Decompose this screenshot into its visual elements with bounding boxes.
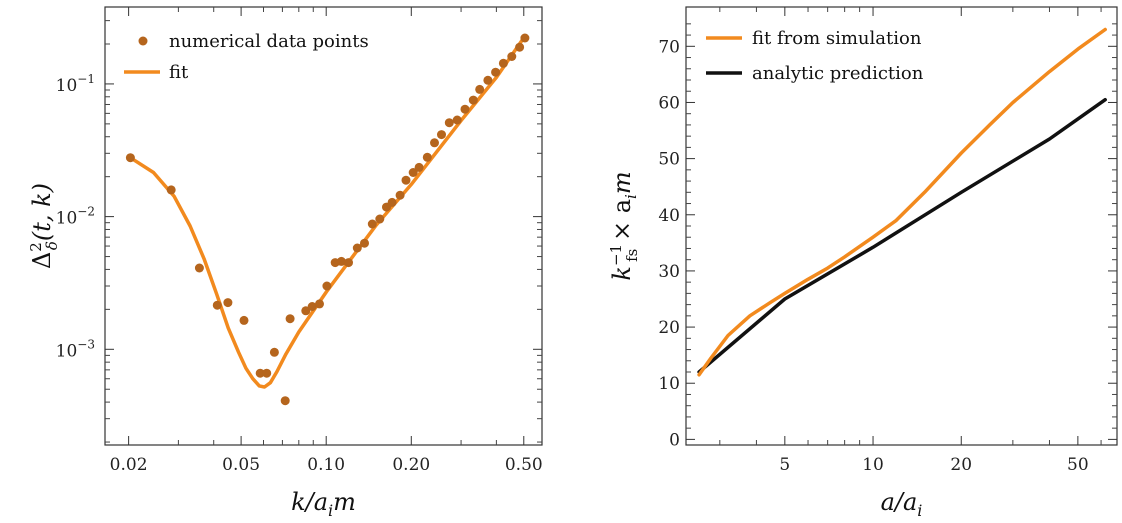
data-point xyxy=(315,299,324,309)
x-tick-label: 10 xyxy=(862,455,884,475)
data-point xyxy=(460,104,470,114)
data-point xyxy=(255,368,265,378)
data-point xyxy=(401,175,411,185)
series-line xyxy=(697,27,1107,377)
left-y-axis-label: Δ2δ(t, k) xyxy=(27,183,61,269)
right-x-axis-label: a/ai xyxy=(881,488,923,520)
y-tick-label: 30 xyxy=(658,262,680,282)
right-legend: fit from simulation analytic prediction xyxy=(706,28,924,84)
y-tick-label: 60 xyxy=(658,93,680,113)
x-tick-label: 0.20 xyxy=(392,455,430,475)
data-point xyxy=(367,219,377,229)
right-series-lines xyxy=(697,27,1107,377)
y-tick-label: 10 xyxy=(658,374,680,394)
data-point xyxy=(491,67,501,77)
y-axis-title: k−1fs × aim xyxy=(607,171,641,280)
data-point xyxy=(336,256,346,266)
data-point xyxy=(498,58,508,68)
data-point xyxy=(520,33,530,43)
data-point xyxy=(444,118,454,128)
left-x-axis-label: k/aim xyxy=(291,488,356,520)
x-tick-label: 5 xyxy=(779,455,790,475)
left-fit-series xyxy=(128,35,526,389)
data-point xyxy=(395,190,405,200)
y-tick-label: 40 xyxy=(658,206,680,226)
data-point xyxy=(307,302,317,311)
data-point xyxy=(515,42,525,52)
series-line xyxy=(697,97,1107,374)
y-tick-label: 10−2 xyxy=(56,205,95,229)
data-point xyxy=(507,52,517,61)
legend-label-fit-from-simulation: fit from simulation xyxy=(752,28,922,49)
y-tick-label: 20 xyxy=(658,318,680,338)
data-point xyxy=(301,306,311,316)
y-tick-label: 0 xyxy=(669,430,680,450)
data-point xyxy=(223,298,233,308)
data-point xyxy=(475,84,485,94)
data-point xyxy=(468,95,478,105)
left-legend: numerical data points fit xyxy=(124,31,369,83)
legend-label-analytic-prediction: analytic prediction xyxy=(752,63,924,84)
data-point xyxy=(437,130,446,140)
y-tick-label: 70 xyxy=(658,37,680,57)
x-tick-label: 20 xyxy=(950,455,972,475)
legend-label-fit: fit xyxy=(169,62,189,83)
data-point xyxy=(408,168,418,177)
y-tick-label: 10−1 xyxy=(56,72,95,96)
data-point xyxy=(269,347,279,357)
data-point xyxy=(414,162,424,172)
data-point xyxy=(344,258,353,268)
left-data-points xyxy=(125,33,530,406)
data-point xyxy=(430,138,439,148)
legend-label-data-points: numerical data points xyxy=(169,31,369,52)
x-tick-label: 50 xyxy=(1067,455,1089,475)
y-tick-label: 50 xyxy=(658,150,680,170)
data-point xyxy=(375,214,385,224)
data-point xyxy=(166,185,176,195)
data-point xyxy=(452,115,462,125)
data-point xyxy=(212,300,222,310)
data-point xyxy=(352,243,362,253)
right-y-axis-label: k−1fs × aim xyxy=(607,171,641,280)
data-point xyxy=(422,152,432,162)
x-axis-title: k/aim xyxy=(291,488,356,520)
x-tick-label: 0.50 xyxy=(505,455,543,475)
x-tick-label: 0.05 xyxy=(222,455,260,475)
left-chart-panel: 0.02 0.05 0.10 0.20 0.50 10−3 10−2 10−1 numeric… xyxy=(27,6,543,520)
fit-curve xyxy=(128,35,526,389)
left-axis-ticks: 0.02 0.05 0.10 0.20 0.50 10−3 10−2 10−1 xyxy=(56,7,543,475)
data-point xyxy=(125,153,135,163)
data-point xyxy=(239,315,249,325)
right-chart-panel: 5 10 20 50 0 10 20 30 40 50 60 70 fit from simulati… xyxy=(607,6,1118,520)
data-point xyxy=(483,75,493,85)
x-axis-title: a/ai xyxy=(881,488,923,520)
data-point xyxy=(194,263,204,273)
y-tick-label: 10−3 xyxy=(56,337,95,361)
data-point xyxy=(387,197,397,207)
data-point xyxy=(262,368,272,378)
data-point xyxy=(322,281,332,291)
data-point xyxy=(285,314,295,324)
right-axis-ticks: 5 10 20 50 0 10 20 30 40 50 60 70 xyxy=(658,7,1117,475)
data-point xyxy=(360,238,369,248)
data-point xyxy=(280,396,290,406)
left-plot-frame xyxy=(104,6,543,446)
y-axis-title: Δ2δ(t, k) xyxy=(27,183,61,269)
x-tick-label: 0.10 xyxy=(307,455,345,475)
x-tick-label: 0.02 xyxy=(110,455,148,475)
legend-marker-data-points xyxy=(138,36,148,46)
